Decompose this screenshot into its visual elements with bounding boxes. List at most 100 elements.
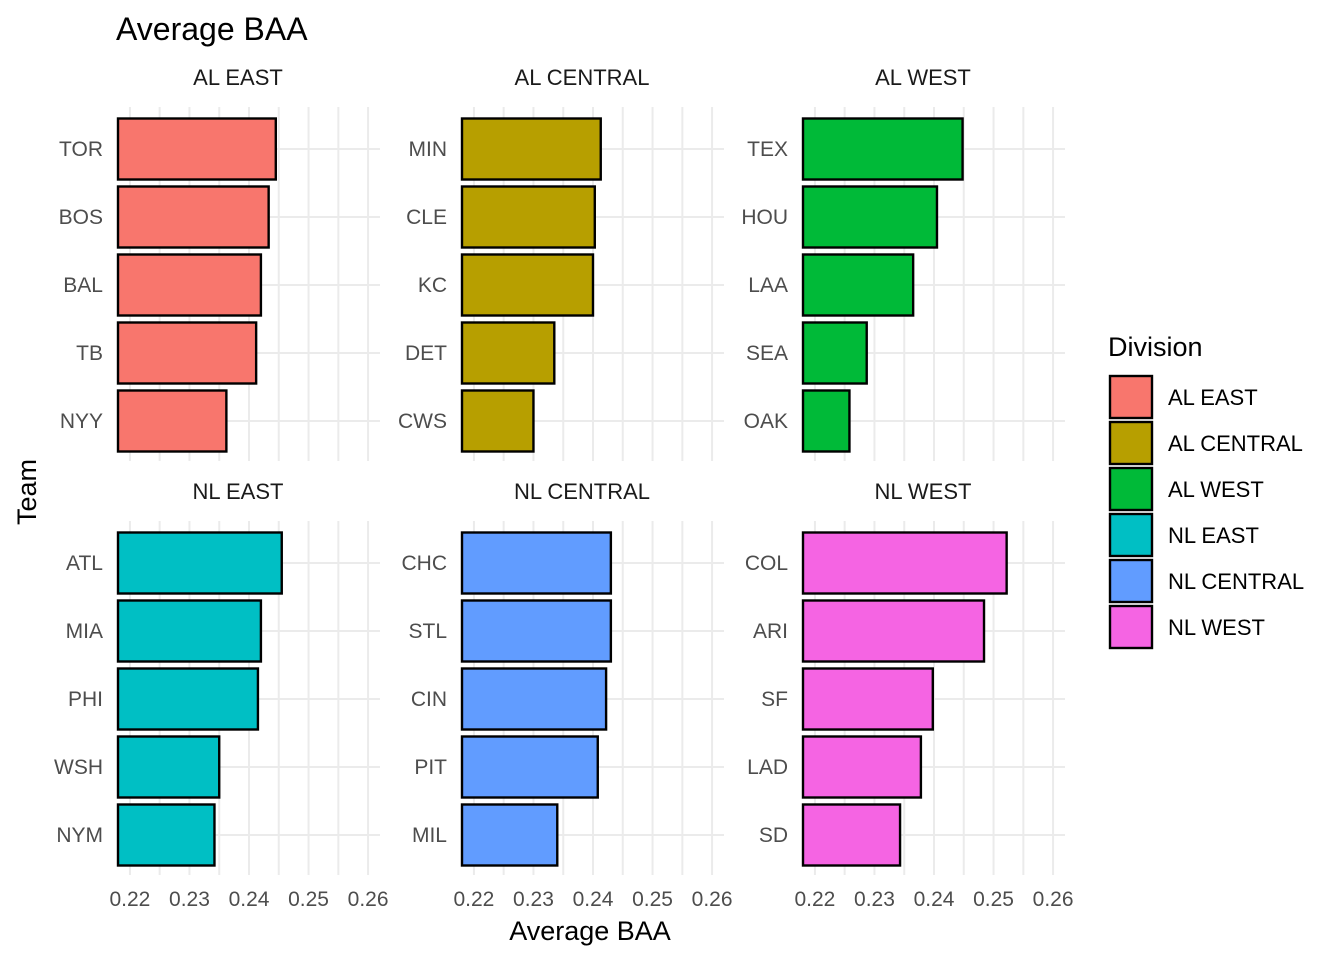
bar	[460, 735, 599, 799]
y-tick-label: OAK	[744, 410, 788, 433]
bar	[801, 531, 1008, 595]
y-tick-label: COL	[745, 552, 788, 575]
x-tick-label: 0.24	[229, 888, 270, 911]
x-tick-label: 0.25	[632, 888, 673, 911]
x-tick-label: 0.23	[169, 888, 210, 911]
y-tick-label: SEA	[746, 342, 788, 365]
bar	[460, 185, 596, 249]
bar	[116, 321, 258, 385]
x-tick-label: 0.22	[794, 888, 835, 911]
facet-strip-label: NL CENTRAL	[514, 479, 650, 504]
facet-panel: NL WEST COL ARI SF LAD SD 0.22 0.23 0.24 0.25 0.26	[745, 479, 1074, 911]
facet-strip-label: AL CENTRAL	[515, 65, 650, 90]
legend-swatch	[1108, 604, 1154, 650]
legend-label: AL EAST	[1168, 385, 1258, 410]
bar	[801, 803, 902, 867]
bar	[460, 531, 613, 595]
bar	[460, 599, 613, 663]
facet-panel: NL EAST ATL MIA PHI WSH NYM 0.22 0.23 0.24 0.25 0.…	[54, 479, 389, 911]
bar	[460, 117, 602, 181]
y-tick-label: CHC	[402, 552, 448, 575]
bar	[116, 253, 263, 317]
bar	[801, 185, 939, 249]
y-tick-label: TOR	[59, 138, 103, 161]
x-axis-title: Average BAA	[509, 916, 671, 946]
bar	[116, 389, 228, 453]
legend-swatch	[1108, 466, 1154, 512]
bar	[801, 117, 964, 181]
bar	[801, 253, 915, 317]
facet-panel: AL CENTRAL MIN CLE KC DET CWS	[398, 65, 724, 461]
facet-panel: AL WEST TEX HOU LAA SEA OAK	[741, 65, 1065, 461]
bar	[460, 253, 595, 317]
legend-items: AL EAST AL CENTRAL AL WEST NL EAST NL CENTRA…	[1108, 374, 1304, 650]
x-tick-label: 0.26	[1033, 888, 1074, 911]
y-tick-label: NYY	[60, 410, 103, 433]
x-tick-label: 0.24	[914, 888, 955, 911]
x-tick-label: 0.23	[513, 888, 554, 911]
bar	[116, 117, 277, 181]
y-tick-label: SF	[761, 688, 788, 711]
y-tick-label: MIA	[66, 620, 103, 643]
bar	[116, 531, 283, 595]
legend-label: AL CENTRAL	[1168, 431, 1303, 456]
bar	[116, 599, 263, 663]
x-tick-label: 0.22	[109, 888, 150, 911]
legend-title: Division	[1108, 332, 1203, 362]
y-tick-label: BOS	[59, 206, 103, 229]
legend-label: AL WEST	[1168, 477, 1264, 502]
facet-strip-label: AL WEST	[875, 65, 971, 90]
y-tick-label: LAD	[747, 756, 788, 779]
y-tick-label: MIN	[409, 138, 448, 161]
y-tick-label: NYM	[56, 824, 103, 847]
y-tick-label: BAL	[63, 274, 103, 297]
legend-swatch	[1108, 558, 1154, 604]
y-tick-label: WSH	[54, 756, 103, 779]
y-tick-label: CIN	[411, 688, 447, 711]
legend-swatch	[1108, 374, 1154, 420]
y-tick-label: TB	[76, 342, 103, 365]
y-tick-label: STL	[408, 620, 447, 643]
legend-label: NL CENTRAL	[1168, 569, 1304, 594]
bar	[460, 803, 559, 867]
x-tick-label: 0.24	[573, 888, 614, 911]
x-tick-label: 0.22	[453, 888, 494, 911]
facet-panel: AL EAST TOR BOS BAL TB NYY	[59, 65, 380, 461]
y-tick-label: ATL	[66, 552, 103, 575]
y-tick-label: MIL	[412, 824, 447, 847]
x-tick-label: 0.26	[692, 888, 733, 911]
y-tick-label: PIT	[414, 756, 447, 779]
legend: Division AL EAST AL CENTRAL AL WEST NL EAST…	[1108, 332, 1304, 650]
bar	[116, 735, 221, 799]
bar	[460, 667, 608, 731]
y-tick-label: TEX	[747, 138, 788, 161]
bar	[801, 735, 923, 799]
bar	[460, 389, 535, 453]
facet-panels: AL EAST TOR BOS BAL TB NYY AL CENTRAL MIN CLE KC D…	[54, 65, 1074, 911]
bar	[116, 185, 270, 249]
bar	[801, 321, 868, 385]
y-tick-label: KC	[418, 274, 447, 297]
x-tick-label: 0.26	[348, 888, 389, 911]
y-tick-label: HOU	[741, 206, 788, 229]
y-tick-label: SD	[759, 824, 788, 847]
bar	[116, 803, 216, 867]
y-tick-label: ARI	[753, 620, 788, 643]
facet-strip-label: NL WEST	[875, 479, 972, 504]
bar	[460, 321, 556, 385]
y-tick-label: LAA	[748, 274, 788, 297]
chart-title: Average BAA	[116, 11, 308, 47]
y-tick-label: CLE	[406, 206, 447, 229]
y-tick-label: CWS	[398, 410, 447, 433]
x-tick-label: 0.25	[973, 888, 1014, 911]
bar	[116, 667, 260, 731]
legend-swatch	[1108, 512, 1154, 558]
y-tick-label: DET	[405, 342, 447, 365]
facet-strip-label: AL EAST	[193, 65, 283, 90]
x-tick-label: 0.25	[288, 888, 329, 911]
facet-panel: NL CENTRAL CHC STL CIN PIT MIL 0.22 0.23 0.24 0.2…	[402, 479, 733, 911]
x-tick-label: 0.23	[854, 888, 895, 911]
bar	[801, 389, 851, 453]
legend-label: NL WEST	[1168, 615, 1265, 640]
